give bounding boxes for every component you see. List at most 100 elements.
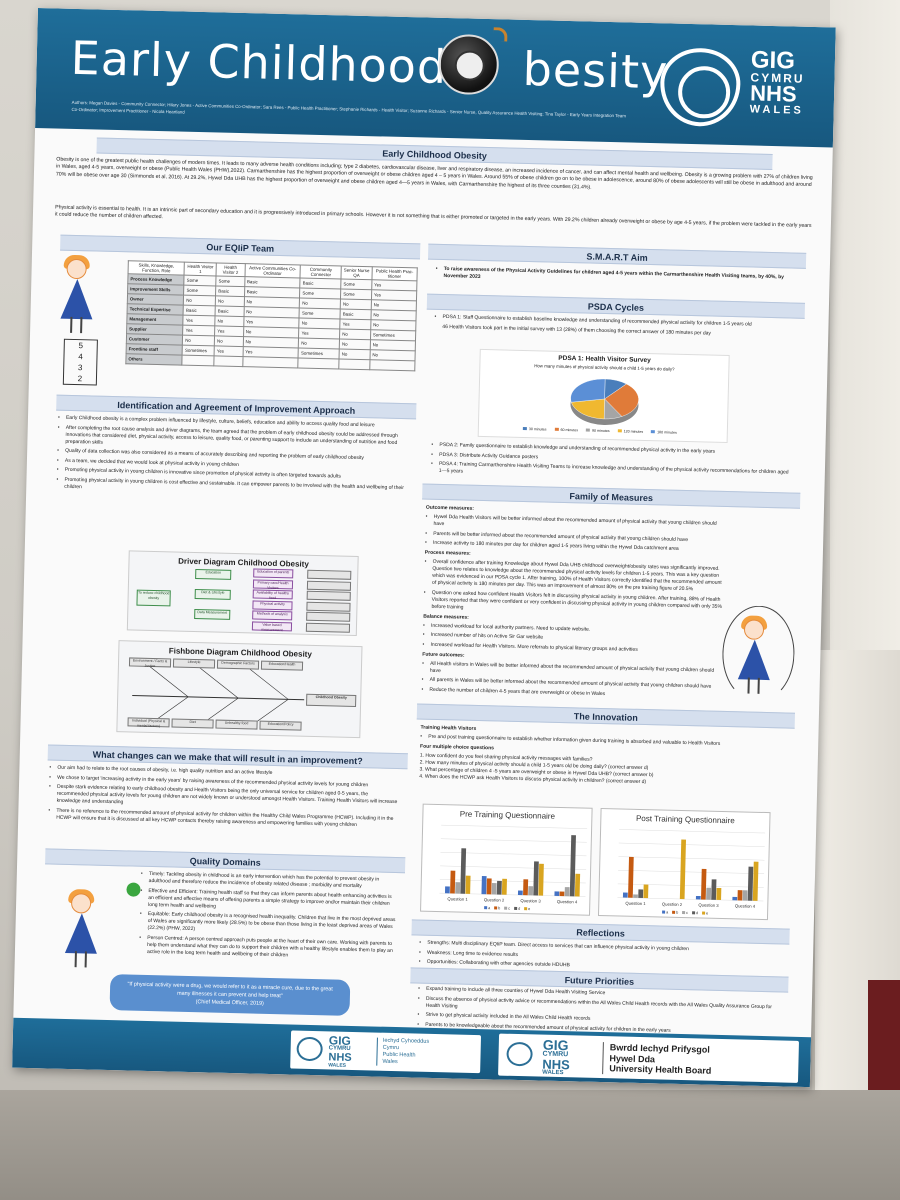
pie-legend-item: 60 minutes — [554, 427, 579, 433]
bar — [695, 895, 701, 900]
fishbone-head: Childhood Obesity — [306, 693, 357, 707]
logo-wales: WALES — [749, 103, 804, 117]
category-label: Question 2 — [484, 897, 505, 903]
driver-change-box — [306, 580, 352, 591]
celtic-knot-icon — [659, 47, 742, 128]
driver-primary-box: Diet & Lifestyle — [194, 589, 231, 600]
team-col-header: Active Communities Co-Ordinator — [244, 263, 301, 278]
bar — [559, 891, 565, 897]
bar — [533, 861, 539, 896]
bar — [481, 875, 487, 895]
bar — [737, 890, 743, 901]
category-label: Question 2 — [662, 902, 683, 908]
fishbone-diagram: Fishbone Diagram Childhood Obesity Child… — [116, 640, 363, 739]
category-label: Question 1 — [447, 896, 468, 902]
fuse-icon — [493, 27, 508, 42]
driver-secondary-box: Value based measurement — [251, 620, 293, 632]
pie-legend-swatch — [617, 429, 622, 433]
driver-root: To reduce childhood obesity — [136, 589, 171, 607]
legend-swatch — [514, 906, 518, 910]
fishbone-category: Lifestyle — [172, 658, 216, 669]
poster-header: Early Childhood besity Authors: Megan Da… — [35, 8, 836, 148]
intro-paragraph-2: Physical activity is essential to health… — [54, 204, 812, 229]
team-col-header: Senior Nurse QA — [341, 265, 373, 280]
pie-legend-label: 90 minutes — [592, 428, 610, 434]
legend-label: e — [528, 907, 530, 911]
gridline — [441, 824, 588, 829]
legend-swatch — [524, 907, 528, 911]
smart-aim-text: To raise awareness of the Physical Activ… — [435, 266, 795, 289]
pie-legend-label: 60 minutes — [560, 427, 579, 433]
bar — [701, 868, 707, 900]
legend-label: e — [706, 911, 708, 915]
girl-illustration — [60, 254, 102, 336]
gridline — [440, 838, 587, 843]
team-cell: Some — [215, 275, 245, 287]
team-cell: No — [214, 335, 244, 347]
phw-name-4: Wales — [382, 1058, 398, 1066]
pie-legend-item: 120 minutes — [617, 429, 643, 434]
bar — [742, 890, 748, 901]
driver-secondary-box: Availability of healthy food — [252, 589, 293, 600]
driver-secondary-box: Physical activity — [252, 599, 293, 610]
family-item: Overall confidence after training Knowle… — [424, 559, 725, 594]
team-cell — [213, 355, 243, 367]
team-table: Skills, Knowledge, Function, Role Health … — [125, 260, 418, 371]
nhs-wales-logo: GIG CYMRU NHS WALES — [659, 41, 821, 135]
bar — [444, 886, 450, 894]
driver-secondary-box: Primary care/Health Visitors — [252, 578, 294, 590]
floor — [0, 1090, 900, 1200]
legend-swatch — [484, 906, 488, 910]
bar — [491, 883, 497, 895]
team-col-header: Community Connector — [300, 264, 342, 279]
smart-aim: To raise awareness of the Physical Activ… — [435, 266, 795, 291]
bar — [574, 873, 581, 897]
team-cell: Others — [125, 353, 183, 366]
gridline — [618, 842, 765, 847]
door-panel — [868, 980, 900, 1100]
fishbone-category: Demographic Factors — [216, 659, 260, 670]
bar — [622, 892, 628, 898]
pdsa-cycles-rest: PSDA 2: Family questionnaire to establis… — [431, 442, 792, 486]
driver-change-box — [307, 569, 352, 580]
bar — [638, 889, 644, 899]
bar — [732, 896, 738, 901]
bar — [554, 891, 560, 896]
team-cell — [182, 355, 215, 366]
legend-label: c — [686, 911, 688, 915]
legend-swatch — [692, 911, 696, 915]
pie-svg — [570, 378, 639, 425]
team-col-header: Public Health Prac-titioner — [371, 266, 418, 281]
gridline — [617, 883, 764, 888]
authors: Authors: Megan Davies - Community Connec… — [71, 99, 626, 119]
bar — [711, 879, 717, 900]
legend-label: b — [498, 906, 500, 910]
team-cell: Yes — [214, 325, 244, 337]
legend-swatch — [672, 910, 676, 914]
driver-diagram-title: Driver Diagram Childhood Obesity — [178, 556, 309, 569]
title-text-1: Early Childhood — [70, 30, 464, 95]
team-cell: No — [214, 315, 244, 327]
skipping-rope-icon — [721, 604, 796, 703]
girl-with-ball-illustration — [64, 889, 107, 970]
category-label: Question 3 — [520, 898, 541, 904]
team-heading: Our EQIiP Team — [60, 234, 421, 260]
driver-primary-box: Education — [195, 569, 232, 580]
pie-legend-label: 30 minutes — [528, 427, 547, 432]
legend-label: d — [696, 911, 698, 915]
category-label: Question 3 — [698, 902, 719, 908]
post-training-chart: Post Training Questionnaire Question 1 Qu… — [597, 807, 771, 921]
driver-change-box — [306, 590, 351, 601]
pre-training-chart: Pre Training Questionnaire Question 1 Que… — [420, 803, 593, 916]
changes-list: Our aim had to relate to the root causes… — [48, 765, 401, 833]
legend-label: d — [518, 907, 520, 911]
legend-swatch — [494, 906, 498, 910]
quality-item: Effective and Efficient: Training health… — [140, 887, 398, 914]
ball-icon — [126, 882, 141, 897]
fishbone-category: Environment / Facts & Justice — [128, 657, 172, 668]
category-label: Question 1 — [625, 901, 646, 907]
identification-list: Early Childhood obesity is a complex pro… — [56, 415, 410, 502]
phw-knot-icon — [296, 1036, 323, 1062]
bar — [679, 839, 687, 900]
bar — [538, 863, 544, 896]
